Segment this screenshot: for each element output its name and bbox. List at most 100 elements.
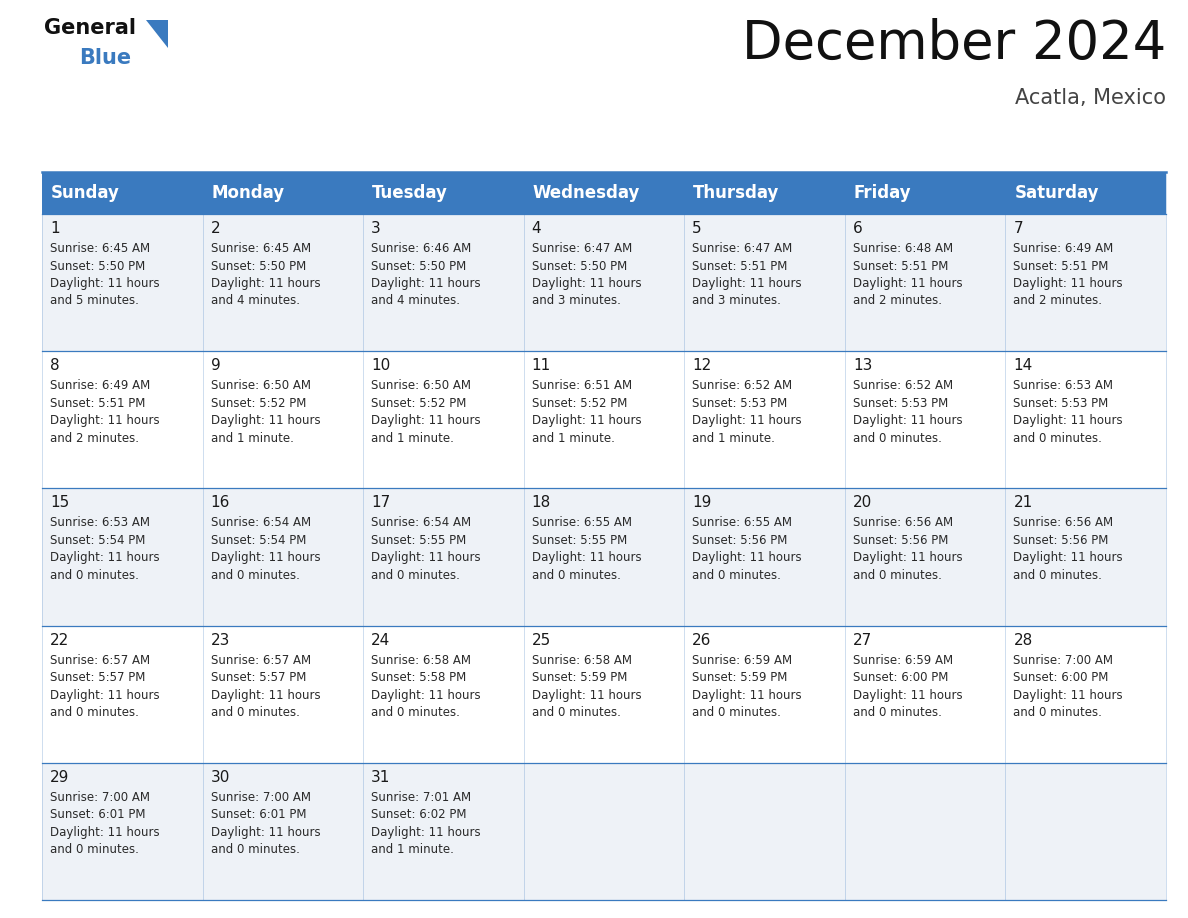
Text: Sunset: 5:50 PM: Sunset: 5:50 PM [210, 260, 305, 273]
Text: 15: 15 [50, 496, 69, 510]
Text: Daylight: 11 hours: Daylight: 11 hours [371, 277, 481, 290]
Text: Friday: Friday [854, 184, 911, 202]
Text: 30: 30 [210, 770, 230, 785]
Text: Tuesday: Tuesday [372, 184, 448, 202]
Text: Daylight: 11 hours: Daylight: 11 hours [50, 552, 159, 565]
Text: Daylight: 11 hours: Daylight: 11 hours [210, 826, 321, 839]
Text: December 2024: December 2024 [741, 18, 1165, 70]
Text: and 1 minute.: and 1 minute. [210, 431, 293, 444]
Text: Sunrise: 6:50 AM: Sunrise: 6:50 AM [371, 379, 472, 392]
Text: Sunset: 5:51 PM: Sunset: 5:51 PM [693, 260, 788, 273]
Text: Sunrise: 6:47 AM: Sunrise: 6:47 AM [693, 242, 792, 255]
Bar [1005, 625, 1165, 763]
Text: Sunset: 5:51 PM: Sunset: 5:51 PM [1013, 260, 1108, 273]
Text: Sunrise: 6:50 AM: Sunrise: 6:50 AM [210, 379, 310, 392]
Text: Daylight: 11 hours: Daylight: 11 hours [693, 414, 802, 427]
Text: 13: 13 [853, 358, 872, 374]
Text: Daylight: 11 hours: Daylight: 11 hours [1013, 552, 1123, 565]
Text: Sunrise: 6:48 AM: Sunrise: 6:48 AM [853, 242, 953, 255]
Text: Thursday: Thursday [694, 184, 779, 202]
Text: Sunrise: 6:59 AM: Sunrise: 6:59 AM [693, 654, 792, 666]
Polygon shape [146, 20, 168, 48]
Text: Saturday: Saturday [1015, 184, 1099, 202]
Text: Daylight: 11 hours: Daylight: 11 hours [371, 826, 481, 839]
Text: Wednesday: Wednesday [532, 184, 640, 202]
Text: Sunset: 5:51 PM: Sunset: 5:51 PM [50, 397, 145, 409]
Text: Sunrise: 6:56 AM: Sunrise: 6:56 AM [853, 517, 953, 530]
Text: Daylight: 11 hours: Daylight: 11 hours [853, 552, 962, 565]
Text: Sunrise: 6:56 AM: Sunrise: 6:56 AM [1013, 517, 1113, 530]
Text: and 0 minutes.: and 0 minutes. [210, 706, 299, 719]
Text: 12: 12 [693, 358, 712, 374]
Text: Sunset: 5:55 PM: Sunset: 5:55 PM [532, 534, 627, 547]
Text: and 0 minutes.: and 0 minutes. [1013, 431, 1102, 444]
Text: and 0 minutes.: and 0 minutes. [1013, 706, 1102, 719]
Text: Sunrise: 6:52 AM: Sunrise: 6:52 AM [853, 379, 953, 392]
Bar [42, 214, 203, 352]
Text: and 0 minutes.: and 0 minutes. [371, 706, 460, 719]
Text: Sunset: 5:58 PM: Sunset: 5:58 PM [371, 671, 467, 684]
Text: Sunset: 5:51 PM: Sunset: 5:51 PM [853, 260, 948, 273]
Text: Sunrise: 6:59 AM: Sunrise: 6:59 AM [853, 654, 953, 666]
Bar [203, 352, 364, 488]
Text: Sunrise: 6:45 AM: Sunrise: 6:45 AM [210, 242, 311, 255]
Text: 2: 2 [210, 221, 220, 236]
Text: and 3 minutes.: and 3 minutes. [693, 295, 782, 308]
Text: Daylight: 11 hours: Daylight: 11 hours [50, 277, 159, 290]
Bar [364, 488, 524, 625]
Text: 23: 23 [210, 633, 230, 647]
Text: and 3 minutes.: and 3 minutes. [532, 295, 620, 308]
Bar [684, 352, 845, 488]
Text: and 0 minutes.: and 0 minutes. [1013, 569, 1102, 582]
Text: Daylight: 11 hours: Daylight: 11 hours [371, 688, 481, 701]
Text: Sunset: 5:57 PM: Sunset: 5:57 PM [210, 671, 307, 684]
Text: and 0 minutes.: and 0 minutes. [210, 569, 299, 582]
Bar [684, 488, 845, 625]
Text: 21: 21 [1013, 496, 1032, 510]
Bar [684, 214, 845, 352]
Text: Daylight: 11 hours: Daylight: 11 hours [1013, 688, 1123, 701]
Text: 7: 7 [1013, 221, 1023, 236]
Text: and 1 minute.: and 1 minute. [371, 431, 454, 444]
Text: Daylight: 11 hours: Daylight: 11 hours [693, 688, 802, 701]
Text: and 1 minute.: and 1 minute. [371, 844, 454, 856]
Bar [1005, 214, 1165, 352]
Text: and 0 minutes.: and 0 minutes. [532, 706, 620, 719]
Text: 10: 10 [371, 358, 391, 374]
Bar [845, 488, 1005, 625]
Text: Sunset: 6:02 PM: Sunset: 6:02 PM [371, 809, 467, 822]
Bar [42, 625, 203, 763]
Text: Sunset: 5:53 PM: Sunset: 5:53 PM [1013, 397, 1108, 409]
Text: Sunrise: 6:46 AM: Sunrise: 6:46 AM [371, 242, 472, 255]
Text: Sunset: 6:00 PM: Sunset: 6:00 PM [1013, 671, 1108, 684]
Text: Daylight: 11 hours: Daylight: 11 hours [693, 552, 802, 565]
Text: 27: 27 [853, 633, 872, 647]
Text: Sunset: 5:53 PM: Sunset: 5:53 PM [853, 397, 948, 409]
Text: Sunset: 6:00 PM: Sunset: 6:00 PM [853, 671, 948, 684]
Text: 14: 14 [1013, 358, 1032, 374]
Text: and 0 minutes.: and 0 minutes. [853, 706, 942, 719]
Text: Daylight: 11 hours: Daylight: 11 hours [693, 277, 802, 290]
Text: 20: 20 [853, 496, 872, 510]
Text: Sunset: 5:50 PM: Sunset: 5:50 PM [371, 260, 467, 273]
Text: Sunrise: 6:53 AM: Sunrise: 6:53 AM [50, 517, 150, 530]
Text: Sunset: 5:53 PM: Sunset: 5:53 PM [693, 397, 788, 409]
Text: 19: 19 [693, 496, 712, 510]
Bar [845, 214, 1005, 352]
Text: and 0 minutes.: and 0 minutes. [210, 844, 299, 856]
Text: Sunrise: 6:58 AM: Sunrise: 6:58 AM [371, 654, 472, 666]
Text: and 1 minute.: and 1 minute. [532, 431, 614, 444]
Text: Daylight: 11 hours: Daylight: 11 hours [1013, 277, 1123, 290]
Text: and 4 minutes.: and 4 minutes. [210, 295, 299, 308]
Text: Sunset: 5:52 PM: Sunset: 5:52 PM [532, 397, 627, 409]
Text: Acatla, Mexico: Acatla, Mexico [1015, 88, 1165, 108]
Text: and 0 minutes.: and 0 minutes. [532, 569, 620, 582]
Text: Daylight: 11 hours: Daylight: 11 hours [532, 414, 642, 427]
Bar [364, 625, 524, 763]
Bar [524, 352, 684, 488]
Bar [42, 172, 1165, 214]
Text: Sunrise: 6:54 AM: Sunrise: 6:54 AM [210, 517, 311, 530]
Text: Sunrise: 7:01 AM: Sunrise: 7:01 AM [371, 790, 472, 804]
Text: 1: 1 [50, 221, 59, 236]
Bar [1005, 352, 1165, 488]
